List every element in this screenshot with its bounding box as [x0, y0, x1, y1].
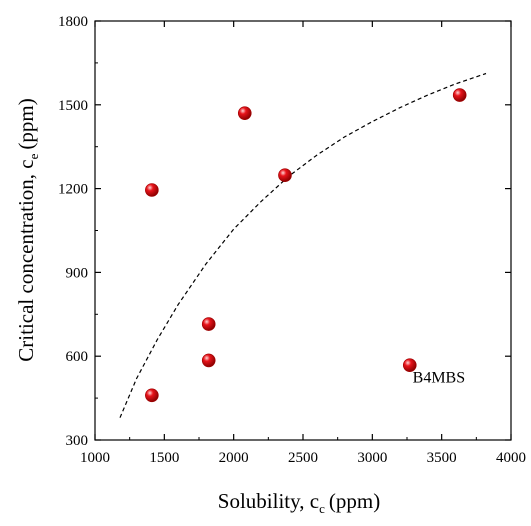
data-point	[201, 317, 216, 331]
y-tick-label: 900	[66, 265, 89, 281]
data-point	[201, 353, 216, 368]
y-axis-title-unit: (ppm)	[14, 98, 38, 149]
x-axis-title-sub: c	[319, 501, 325, 516]
y-axis-title-sub: e	[26, 153, 41, 159]
y-tick-label: 300	[66, 433, 89, 449]
x-tick-label: 3000	[357, 450, 387, 466]
y-tick-label: 1200	[58, 182, 88, 198]
y-tick-label: 1500	[58, 98, 88, 114]
y-tick-label: 1800	[58, 14, 88, 30]
data-point	[452, 88, 467, 102]
data-point	[402, 358, 417, 372]
y-tick-label: 600	[66, 349, 89, 365]
x-axis-title: Solubility, cc (ppm)	[218, 489, 380, 516]
x-axis-title-unit: (ppm)	[329, 489, 380, 513]
x-tick-label: 2000	[219, 450, 249, 466]
x-tick-label: 1000	[80, 450, 110, 466]
y-axis-title: Critical concentration, ce (ppm)	[14, 98, 41, 361]
axis-labels: Solubility, cc (ppm) Critical concentrati…	[14, 98, 380, 516]
plot-axes: 1000 1500 2000 2500 3000 3500 4000 300 600 900 120…	[58, 14, 526, 466]
y-axis-title-main: Critical concentration, c	[14, 159, 38, 361]
data-point	[145, 183, 159, 197]
data-point	[278, 168, 292, 182]
data-points: B4MBS	[145, 88, 467, 403]
x-tick-label: 2500	[288, 450, 318, 466]
x-axis-title-main: Solubility, c	[218, 489, 319, 513]
x-tick-label: 1500	[149, 450, 179, 466]
data-point	[237, 106, 252, 120]
x-tick-label: 4000	[496, 450, 526, 466]
x-tick-label: 3500	[427, 450, 457, 466]
trend-line-group	[119, 72, 487, 418]
annotation-label: B4MBS	[413, 370, 465, 387]
trend-line	[119, 72, 487, 418]
data-point	[145, 388, 159, 403]
